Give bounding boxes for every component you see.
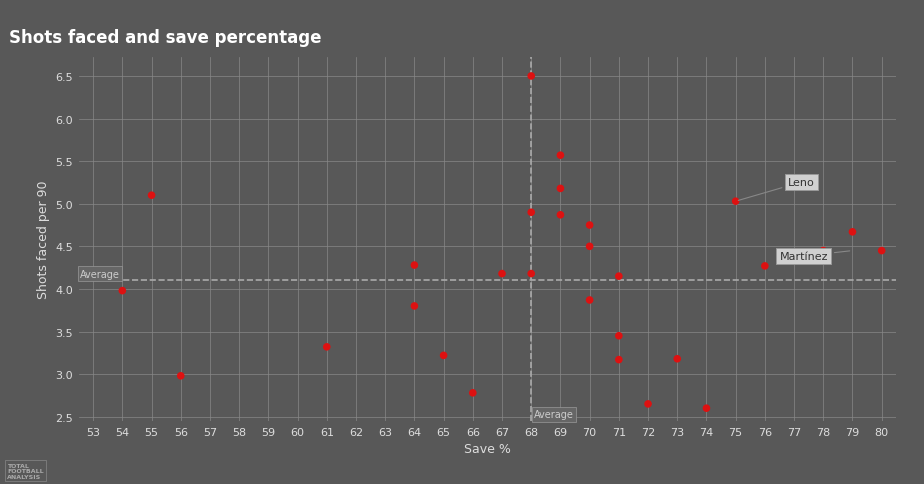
Point xyxy=(320,343,334,351)
Point xyxy=(407,262,421,270)
Point xyxy=(845,228,860,236)
Point xyxy=(466,389,480,397)
Point xyxy=(144,192,159,200)
Point xyxy=(728,198,743,206)
Point xyxy=(699,405,714,412)
Point xyxy=(553,212,568,219)
Point xyxy=(582,222,597,229)
Text: Shots faced and save percentage: Shots faced and save percentage xyxy=(9,29,322,47)
Point xyxy=(612,356,626,364)
Point xyxy=(524,73,539,81)
Point xyxy=(582,243,597,251)
Point xyxy=(670,355,685,363)
Point xyxy=(758,262,772,270)
Point xyxy=(115,287,129,295)
Point xyxy=(524,270,539,278)
Point xyxy=(436,352,451,360)
Point xyxy=(494,270,509,278)
Point xyxy=(524,209,539,217)
Point xyxy=(874,247,889,255)
Point xyxy=(612,272,626,280)
Point xyxy=(174,372,188,380)
Point xyxy=(582,297,597,304)
Point xyxy=(407,302,421,310)
X-axis label: Save %: Save % xyxy=(464,442,511,455)
Point xyxy=(612,332,626,340)
Point xyxy=(553,185,568,193)
Text: Average: Average xyxy=(534,409,574,419)
Point xyxy=(553,152,568,160)
Y-axis label: Shots faced per 90: Shots faced per 90 xyxy=(37,181,50,299)
Text: Martínez: Martínez xyxy=(780,251,850,261)
Text: Leno: Leno xyxy=(738,178,815,201)
Text: TOTAL
FOOTBALL
ANALYSIS: TOTAL FOOTBALL ANALYSIS xyxy=(7,463,44,479)
Point xyxy=(816,247,831,255)
Text: Average: Average xyxy=(80,269,120,279)
Point xyxy=(640,400,655,408)
